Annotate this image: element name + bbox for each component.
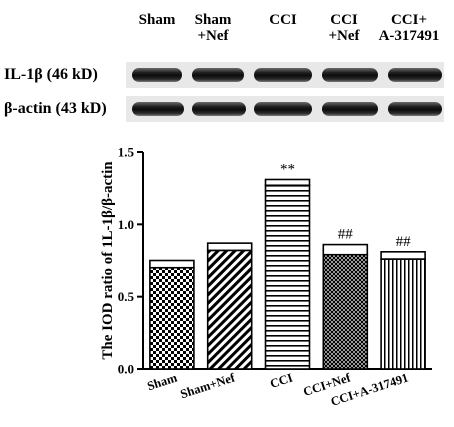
bar-cci: [264, 184, 311, 370]
bar-sham-nef: [206, 249, 253, 370]
blot-header-line: +Nef: [197, 28, 229, 44]
x-tick-label: Sham: [145, 370, 179, 393]
y-tick-label: 0.0: [118, 362, 134, 377]
blot-header-line: CCI: [269, 12, 297, 28]
blot-header-line: A-317491: [378, 28, 440, 44]
blot-band: [192, 102, 246, 116]
blot-header-cci-nef: CCI +Nef: [319, 12, 369, 44]
blot-header-sham-nef: Sham +Nef: [188, 12, 238, 44]
chart-bars: [149, 178, 426, 370]
y-tick-label: 1.5: [118, 145, 135, 160]
blot-header-cci-a317491: CCI+ A-317491: [371, 12, 447, 44]
blot-header-sham: Sham: [132, 12, 182, 28]
blot-band: [388, 68, 442, 82]
blot-header-line: Sham: [138, 12, 176, 28]
blot-band: [322, 102, 378, 116]
significance-marker: ##: [338, 227, 354, 243]
blot-header-line: +Nef: [328, 28, 360, 44]
bar-sham: [149, 266, 195, 370]
blot-band: [192, 68, 244, 82]
blot-band: [388, 102, 442, 116]
bar-cci-nef: [322, 253, 369, 370]
blot-band: [254, 68, 312, 82]
chart-labels: The IOD ratio of 1L-1β/β-actin Sham Sham+N…: [100, 161, 411, 409]
error-bar: [380, 251, 426, 260]
error-bar: [206, 242, 253, 252]
significance-marker: ##: [396, 234, 412, 250]
blot-header-line: Sham: [194, 12, 232, 28]
blot-strip-beta-actin: [126, 96, 444, 122]
x-tick-label: Sham+Nef: [179, 370, 238, 401]
x-tick-label: CCI: [268, 370, 294, 390]
blot-row-label-beta-actin: β-actin (43 kD): [4, 100, 107, 117]
y-axis-title: The IOD ratio of 1L-1β/β-actin: [100, 161, 116, 360]
y-tick-label: 1.0: [118, 217, 134, 232]
blot-band: [132, 102, 184, 116]
blot-row-label-il1b: IL-1β (46 kD): [4, 66, 98, 83]
blot-header-line: CCI: [330, 12, 358, 28]
blot-band: [322, 68, 378, 82]
y-tick-label: 0.5: [118, 289, 135, 304]
blot-band: [132, 68, 182, 82]
bar-cci-a-317491: [380, 258, 426, 370]
blot-header-line: CCI+: [390, 12, 428, 28]
error-bar: [264, 178, 311, 187]
blot-header-cci: CCI: [258, 12, 308, 28]
blot-band: [254, 102, 312, 116]
error-bar: [149, 259, 195, 269]
blot-strip-il1b: [126, 62, 444, 88]
significance-marker: **: [280, 161, 295, 177]
error-bar: [322, 243, 369, 256]
